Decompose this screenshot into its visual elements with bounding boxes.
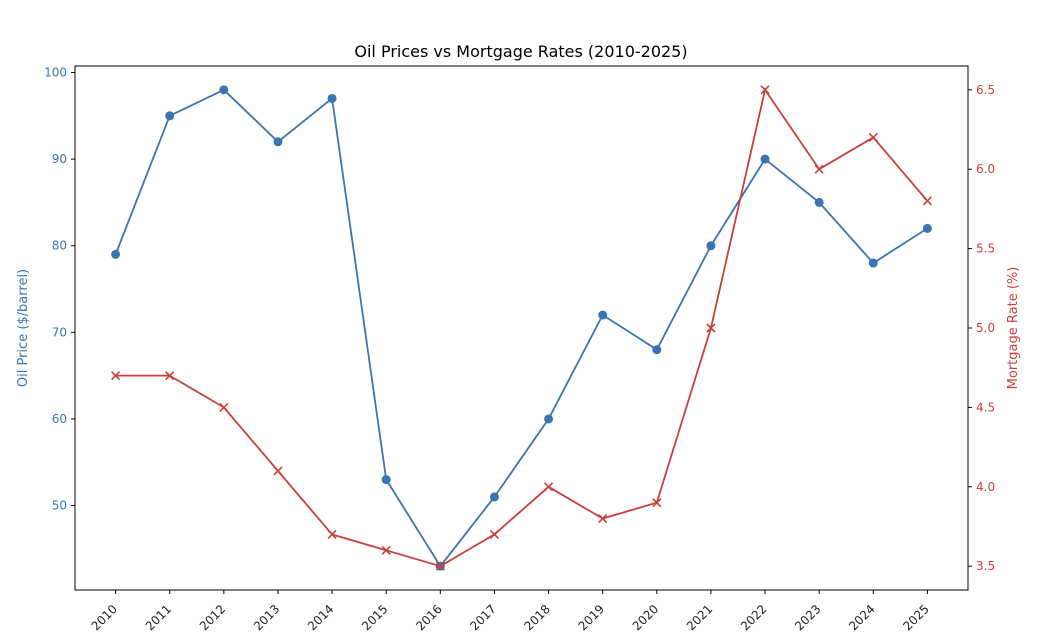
right-y-tick-label: 5.5 [976,242,995,256]
mortgage-rate-point [543,482,554,492]
oil-price-point [273,137,283,147]
x-tick-label: 2025 [900,602,931,633]
right-y-tick-label: 4.5 [976,400,995,414]
oil-price-point [922,223,932,233]
mortgage-rate-point [814,164,824,174]
mortgage-rate-point [327,529,337,539]
right-y-tick-label: 3.5 [976,559,995,573]
oil-price-point [598,310,608,320]
mortgage-rate-point [219,402,229,412]
oil-price-point [706,241,716,251]
left-y-tick-label: 70 [52,325,67,339]
series [111,85,932,571]
right-y-tick-label: 6.5 [976,83,995,97]
oil-price-point [544,414,554,424]
x-tick-label: 2024 [846,602,877,633]
x-tick-label: 2015 [359,602,390,633]
right-y-tick-label: 6.0 [976,162,995,176]
right-y-axis-label: Mortgage Rate (%) [1006,267,1021,390]
right-y-axis: 3.5 4.0 4.5 5.0 5.5 6.0 6.5 [968,83,995,573]
oil-price-point [111,249,121,259]
mortgage-rate-point [760,85,770,95]
x-tick-label: 2013 [251,602,282,633]
x-axis: 2010 2011 2012 2013 2014 2015 2016 2017 2018 2019… [89,590,932,633]
chart-title: Oil Prices vs Mortgage Rates (2010-2025) [354,42,687,61]
x-tick-label: 2012 [197,602,228,633]
oil-price-point [814,197,824,207]
oil-price-point [652,345,662,355]
oil-price-point [327,93,337,103]
x-tick-label: 2016 [413,602,444,633]
left-y-tick-label: 80 [52,239,67,253]
mortgage-rate-point [922,196,932,206]
x-tick-label: 2011 [143,602,174,633]
oil-price-point [219,85,229,95]
mortgage-rate-point [652,498,662,508]
left-y-axis-label: Oil Price ($/barrel) [16,269,31,387]
mortgage-rate-point [489,529,500,539]
oil-price-point [381,475,391,485]
oil-price-point [760,154,770,164]
left-y-axis: 50 60 70 80 90 100 [44,65,75,513]
x-tick-label: 2017 [467,602,498,633]
x-tick-label: 2018 [522,602,553,633]
x-tick-label: 2020 [630,602,661,633]
x-tick-label: 2021 [684,602,715,633]
mortgage-rate-line [115,87,929,568]
oil-price-point [489,492,499,502]
mortgage-rate-point [435,561,445,571]
right-y-tick-label: 4.0 [976,480,995,494]
left-y-tick-label: 90 [52,152,67,166]
x-tick-label: 2019 [576,602,607,633]
mortgage-rate-point [868,132,878,143]
left-y-tick-label: 60 [52,412,67,426]
mortgage-rate-point [706,323,716,333]
x-tick-label: 2014 [305,602,336,633]
mortgage-rate-point [598,513,608,524]
left-y-tick-label: 100 [44,65,67,79]
oil-price-line [114,88,928,568]
mortgage-rate-point [381,545,391,555]
mortgage-rate-point [273,466,283,476]
x-tick-label: 2023 [792,602,823,633]
mortgage-rate-point [111,371,121,381]
x-tick-label: 2010 [89,602,120,633]
right-y-tick-label: 5.0 [976,321,995,335]
mortgage-rate-point [165,371,175,381]
oil-price-point [868,258,878,268]
left-y-tick-label: 50 [52,499,67,513]
x-tick-label: 2022 [738,602,769,633]
oil-price-point [165,111,175,121]
